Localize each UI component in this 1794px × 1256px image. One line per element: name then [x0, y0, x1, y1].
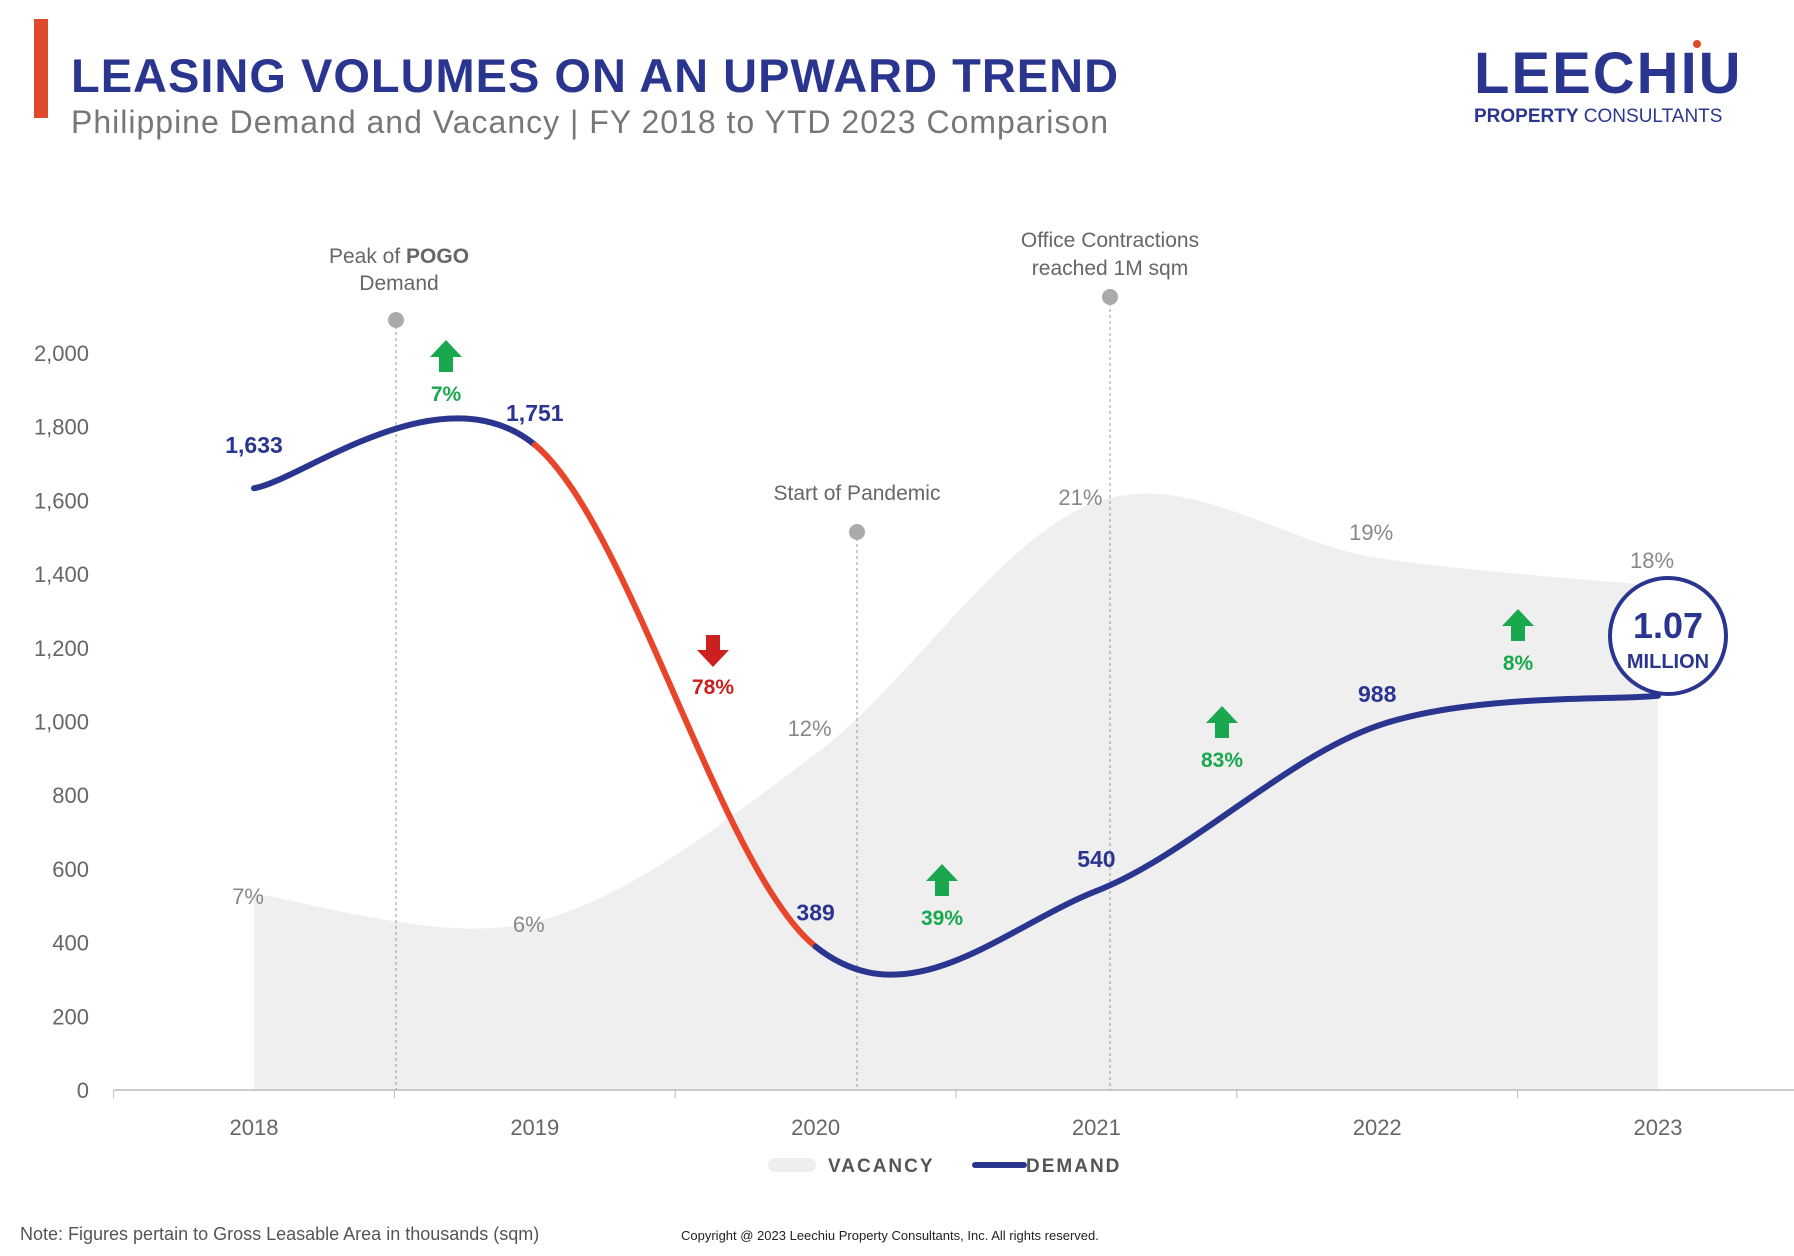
annotation-text: reached 1M sqm	[1032, 257, 1188, 280]
arrow-up-icon	[1206, 706, 1238, 738]
leechiu-logo: LEECHIU PROPERTY CONSULTANTS	[1474, 40, 1754, 128]
callout-value: 1.07	[1633, 605, 1703, 646]
growth-label: 78%	[692, 676, 734, 699]
y-tick-label: 600	[52, 857, 89, 882]
demand-line-segment	[1093, 722, 1381, 895]
page-title: LEASING VOLUMES ON AN UPWARD TREND	[71, 49, 1120, 102]
annotation-text: Peak of POGO	[329, 245, 469, 268]
legend-vacancy-swatch	[768, 1158, 816, 1172]
logo-sub-bold: PROPERTY	[1474, 106, 1579, 127]
demand-line-segment	[812, 888, 1100, 978]
y-tick-label: 400	[52, 931, 89, 956]
callout-circle	[1608, 576, 1728, 696]
vacancy-data-label: 21%	[1058, 485, 1102, 510]
logo-dot	[1693, 40, 1701, 48]
arrow-down-icon	[697, 635, 729, 667]
demand-data-label: 389	[796, 900, 834, 926]
demand-line-segment	[531, 441, 819, 950]
legend-demand-label: DEMAND	[1026, 1156, 1121, 1177]
annotation-text: Office Contractions	[1021, 229, 1199, 252]
demand-data-label: 540	[1077, 846, 1115, 872]
accent-bar	[34, 19, 48, 118]
page-subtitle: Philippine Demand and Vacancy | FY 2018 …	[71, 104, 1109, 140]
x-tick-label: 2023	[1634, 1115, 1683, 1140]
demand-data-label: 1,633	[225, 432, 283, 458]
arrow-up-icon	[430, 340, 462, 372]
y-tick-label: 2,000	[34, 341, 89, 366]
arrow-up-icon	[926, 864, 958, 896]
demand-data-label: 1,751	[506, 400, 564, 426]
legend-vacancy-label: VACANCY	[828, 1156, 935, 1177]
vacancy-data-label: 12%	[788, 716, 832, 741]
logo-sub-rest: CONSULTANTS	[1578, 106, 1723, 127]
y-tick-label: 1,000	[34, 710, 89, 735]
y-tick-label: 0	[77, 1078, 89, 1103]
vacancy-data-label: 19%	[1349, 520, 1393, 545]
annotation-text: Demand	[359, 272, 438, 295]
annotation-dot	[849, 524, 865, 540]
vacancy-data-label: 18%	[1630, 548, 1674, 573]
arrow-up-icon	[1502, 609, 1534, 641]
logo-wordmark: LEECHIU	[1474, 41, 1743, 106]
annotation-dot	[1102, 289, 1118, 305]
x-tick-label: 2019	[510, 1115, 559, 1140]
vacancy-data-label: 7%	[232, 884, 264, 909]
x-tick-label: 2021	[1072, 1115, 1121, 1140]
annotation-text: Start of Pandemic	[774, 482, 941, 505]
vacancy-data-label: 6%	[513, 912, 545, 937]
demand-data-label: 988	[1358, 681, 1397, 707]
demand-line-segment	[1374, 692, 1661, 729]
x-tick-label: 2022	[1353, 1115, 1402, 1140]
growth-label: 83%	[1201, 749, 1243, 772]
y-tick-label: 1,800	[34, 415, 89, 440]
growth-label: 8%	[1503, 652, 1534, 675]
growth-label: 7%	[431, 383, 462, 406]
callout-unit: MILLION	[1627, 651, 1709, 673]
y-tick-label: 1,400	[34, 562, 89, 587]
y-tick-label: 1,600	[34, 488, 89, 513]
annotation-dot	[388, 312, 404, 328]
footnote: Note: Figures pertain to Gross Leasable …	[20, 1224, 540, 1244]
x-tick-label: 2018	[230, 1115, 279, 1140]
x-tick-label: 2020	[791, 1115, 840, 1140]
copyright: Copyright @ 2023 Leechiu Property Consul…	[681, 1228, 1099, 1243]
y-tick-label: 200	[52, 1004, 89, 1029]
vacancy-area	[254, 493, 1658, 1090]
y-tick-label: 800	[52, 783, 89, 808]
growth-label: 39%	[921, 907, 963, 930]
logo-subtitle: PROPERTY CONSULTANTS	[1474, 106, 1754, 128]
demand-line-segment	[251, 415, 538, 492]
y-tick-label: 1,200	[34, 636, 89, 661]
